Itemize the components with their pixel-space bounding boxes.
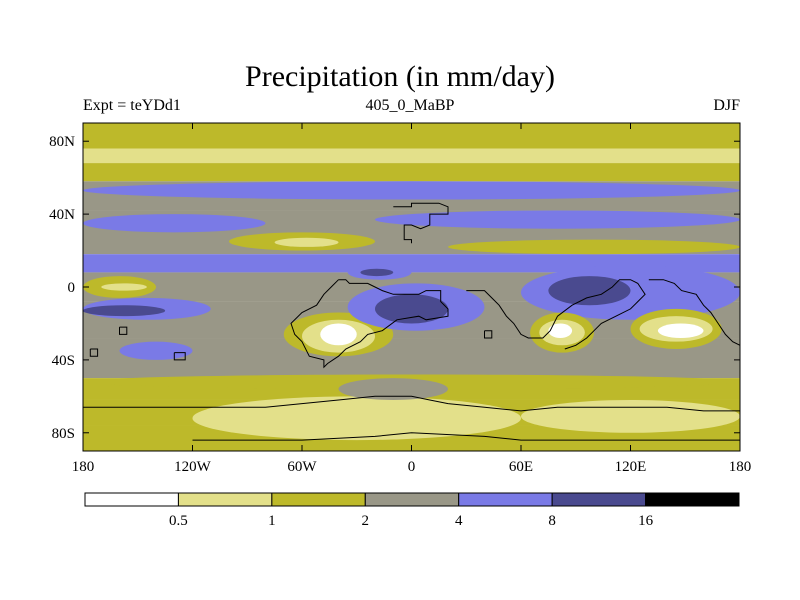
y-tick-label: 80N	[49, 134, 75, 150]
y-tick-label: 40S	[52, 353, 75, 369]
precip-region	[375, 294, 448, 324]
precip-region	[83, 181, 740, 200]
colorbar: 0.5 1 2 4 8 16	[84, 492, 740, 529]
x-tick-label: 60W	[287, 459, 317, 475]
colorbar-label: 16	[638, 513, 654, 529]
precip-zonal-band	[83, 148, 740, 164]
precip-region	[375, 210, 740, 229]
coastline	[484, 330, 493, 339]
precip-zonal-band	[83, 254, 740, 273]
colorbar-bin	[271, 492, 366, 507]
coastline	[466, 279, 646, 350]
precip-region	[83, 305, 166, 317]
x-tick-label: 120W	[174, 459, 212, 475]
y-tick-label: 40N	[49, 207, 75, 223]
precip-region	[119, 341, 193, 360]
x-tick-label: 0	[408, 459, 416, 475]
precip-region	[338, 378, 448, 400]
precip-region	[448, 239, 740, 255]
coastline	[119, 326, 128, 335]
y-tick-label: 0	[68, 280, 76, 296]
precip-zonal-band	[83, 338, 740, 379]
map-fill-layer	[83, 123, 740, 451]
time-label: 405_0_MaBP	[365, 97, 455, 114]
coastline	[173, 352, 186, 361]
precip-region	[274, 237, 339, 247]
coastline	[89, 348, 99, 357]
x-tick-label: 120E	[615, 459, 647, 475]
coastline	[192, 432, 740, 441]
map-title: Precipitation (in mm/day)	[245, 60, 555, 93]
precip-region	[657, 323, 704, 339]
colorbar-bin	[84, 492, 179, 507]
colorbar-label: 2	[362, 513, 370, 529]
precip-region	[360, 268, 394, 277]
x-tick-label: 180	[729, 459, 752, 475]
colorbar-bin	[364, 492, 460, 507]
y-tick-label: 80S	[52, 426, 75, 442]
colorbar-bin	[458, 492, 553, 507]
coastline	[648, 279, 740, 346]
colorbar-bin	[645, 492, 740, 507]
precip-region	[521, 399, 740, 433]
colorbar-label: 0.5	[169, 513, 188, 529]
colorbar-bin	[551, 492, 647, 507]
colorbar-label: 1	[268, 513, 276, 529]
coastline	[393, 202, 449, 244]
experiment-label: Expt = teYDd1	[83, 97, 181, 114]
precip-region	[548, 276, 631, 306]
colorbar-label: 4	[455, 513, 463, 529]
axis-layer: 180 120W 60W 0 60E 120E 180 80N 40N 0 40S 80S	[49, 123, 751, 475]
x-tick-label: 180	[72, 459, 95, 475]
precip-region	[320, 323, 357, 346]
colorbar-label: 8	[548, 513, 556, 529]
precip-region	[83, 214, 266, 233]
precip-region	[192, 396, 521, 441]
precip-region	[101, 283, 147, 291]
precip-region	[548, 323, 573, 339]
colorbar-bin	[177, 492, 273, 507]
precip-zonal-band	[83, 163, 740, 182]
season-label: DJF	[713, 97, 740, 114]
coastline	[83, 395, 740, 412]
x-tick-label: 60E	[509, 459, 533, 475]
coastline	[290, 279, 449, 369]
coastline-layer	[83, 202, 740, 441]
